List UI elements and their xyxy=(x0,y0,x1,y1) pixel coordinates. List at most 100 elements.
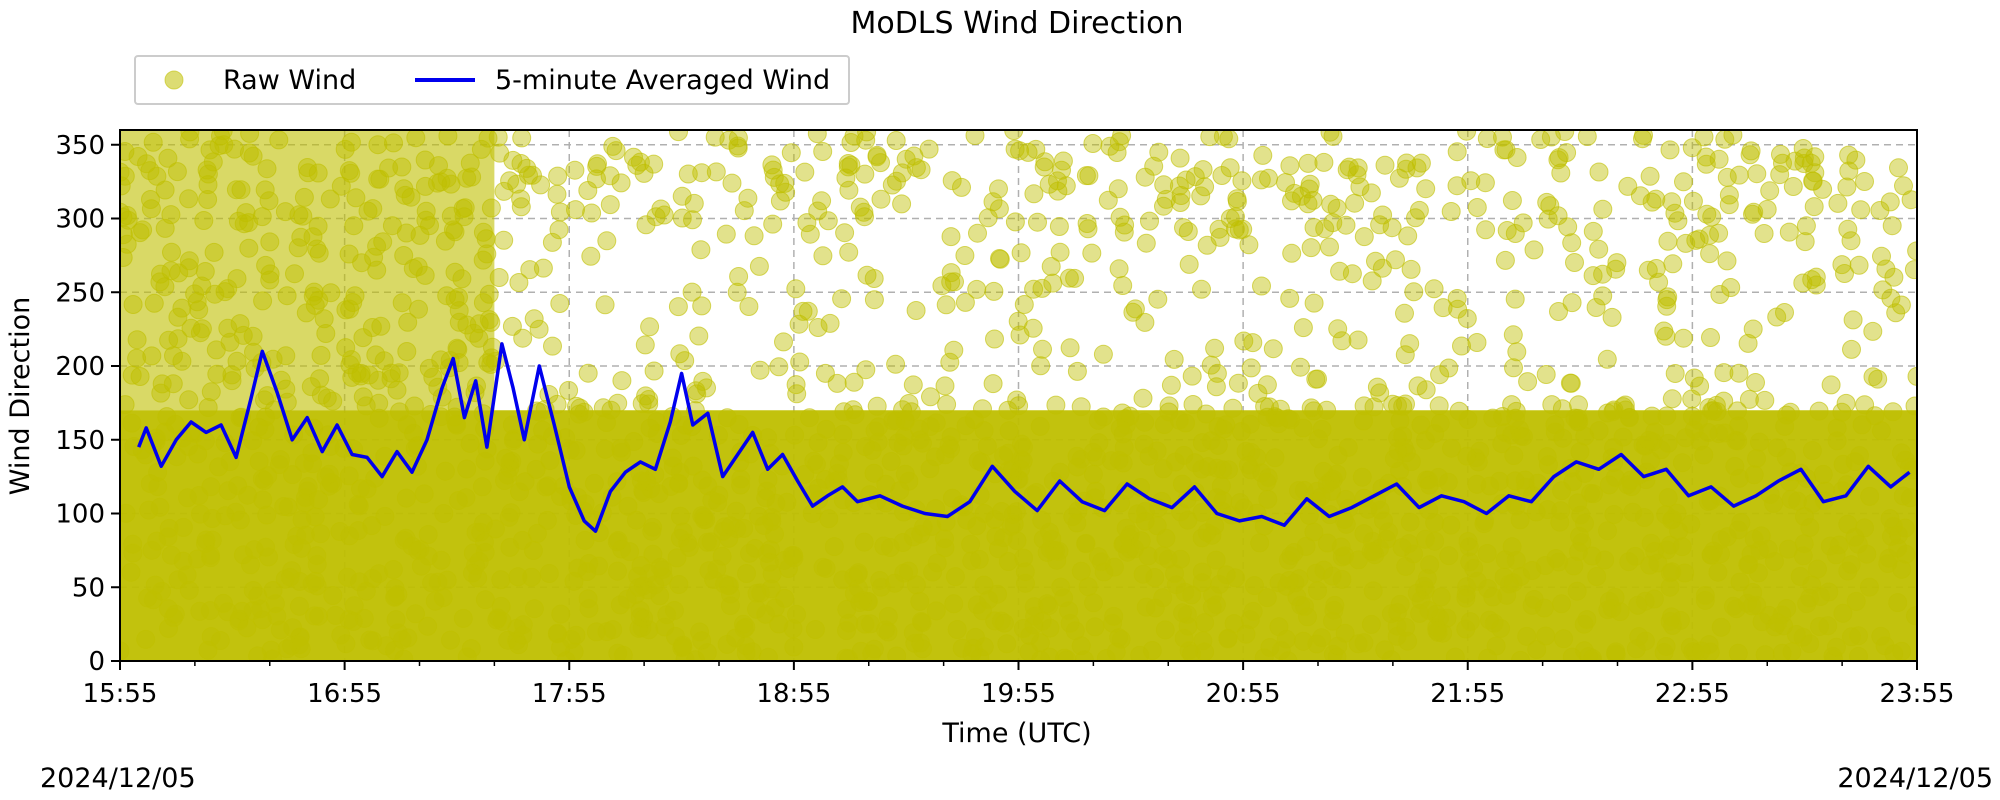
raw-wind-point xyxy=(190,601,210,621)
raw-wind-point xyxy=(238,485,258,505)
raw-wind-point xyxy=(1723,596,1743,616)
raw-wind-point xyxy=(1154,415,1174,434)
raw-wind-point xyxy=(649,484,669,504)
raw-wind-point xyxy=(1589,162,1609,182)
raw-wind-point xyxy=(1857,544,1877,564)
raw-wind-point xyxy=(1113,276,1133,295)
raw-wind-point xyxy=(570,398,590,418)
raw-wind-point xyxy=(1250,533,1270,553)
raw-wind-point xyxy=(1881,288,1901,308)
raw-wind-point xyxy=(1731,513,1751,532)
raw-wind-point xyxy=(233,545,253,565)
raw-wind-point xyxy=(650,557,670,577)
raw-wind-point xyxy=(706,162,726,182)
raw-wind-point xyxy=(1170,148,1190,168)
raw-wind-point xyxy=(173,517,193,537)
raw-wind-point xyxy=(1278,409,1298,429)
raw-wind-point xyxy=(316,467,336,487)
raw-wind-point xyxy=(1041,257,1061,276)
raw-wind-point xyxy=(756,604,776,624)
raw-wind-point xyxy=(528,434,548,454)
raw-wind-point xyxy=(644,154,664,174)
raw-wind-point xyxy=(1269,414,1289,434)
raw-wind-point xyxy=(259,191,279,211)
raw-wind-point xyxy=(1052,160,1071,180)
raw-wind-point xyxy=(955,292,975,312)
raw-wind-point xyxy=(736,643,756,661)
raw-wind-point xyxy=(760,552,780,572)
raw-wind-point xyxy=(1760,181,1780,201)
raw-wind-point xyxy=(1806,267,1826,287)
raw-wind-point xyxy=(640,317,660,337)
raw-wind-point xyxy=(1714,363,1734,383)
raw-wind-point xyxy=(1849,255,1869,275)
raw-wind-point xyxy=(462,167,482,187)
raw-wind-point xyxy=(239,238,259,258)
raw-wind-point xyxy=(578,589,598,609)
raw-wind-point xyxy=(364,247,384,267)
raw-wind-point xyxy=(392,293,412,313)
raw-wind-point xyxy=(595,439,615,459)
raw-wind-point xyxy=(1192,279,1211,299)
raw-wind-point xyxy=(305,507,325,527)
raw-wind-point xyxy=(181,318,201,338)
raw-wind-point xyxy=(1067,361,1087,381)
raw-wind-point xyxy=(1071,397,1091,417)
raw-wind-point xyxy=(1347,165,1367,185)
raw-wind-point xyxy=(669,575,689,594)
raw-wind-point xyxy=(550,294,570,313)
date-left: 2024/12/05 xyxy=(40,763,196,794)
raw-wind-point xyxy=(994,613,1014,633)
raw-wind-point xyxy=(1354,227,1374,247)
raw-wind-point xyxy=(309,490,329,510)
raw-wind-point xyxy=(1306,563,1326,583)
raw-wind-point xyxy=(1726,599,1746,619)
raw-wind-point xyxy=(973,399,992,419)
raw-wind-point xyxy=(876,474,896,494)
raw-wind-point xyxy=(631,471,651,491)
raw-wind-point xyxy=(654,205,674,225)
raw-wind-point xyxy=(705,130,725,147)
raw-wind-point xyxy=(1558,217,1578,237)
raw-wind-point xyxy=(1171,186,1191,205)
raw-wind-point xyxy=(500,458,520,478)
raw-wind-point xyxy=(864,290,884,310)
raw-wind-point xyxy=(1408,376,1428,396)
raw-wind-point xyxy=(303,454,322,474)
raw-wind-point xyxy=(834,402,854,422)
raw-wind-point xyxy=(635,335,655,355)
raw-wind-point xyxy=(396,488,416,508)
raw-wind-point xyxy=(192,319,212,339)
raw-wind-point xyxy=(356,581,376,601)
raw-wind-point xyxy=(1818,616,1838,636)
raw-wind-point xyxy=(1372,258,1392,278)
raw-wind-point xyxy=(765,524,784,544)
raw-wind-point xyxy=(579,598,599,618)
raw-wind-point xyxy=(1042,529,1062,549)
raw-wind-point xyxy=(832,289,852,309)
raw-wind-point xyxy=(1026,483,1046,502)
raw-wind-point xyxy=(222,371,242,391)
raw-wind-point xyxy=(944,594,964,614)
raw-wind-point xyxy=(447,338,467,358)
raw-wind-point xyxy=(1191,186,1211,206)
raw-wind-point xyxy=(240,130,260,143)
raw-wind-point xyxy=(1317,400,1337,420)
raw-wind-point xyxy=(1147,516,1167,536)
raw-wind-point xyxy=(425,591,445,611)
raw-wind-point xyxy=(1540,196,1560,216)
raw-wind-point xyxy=(1480,476,1500,496)
raw-wind-point xyxy=(887,646,907,661)
raw-wind-point xyxy=(512,130,532,148)
raw-wind-point xyxy=(341,163,361,183)
raw-wind-point xyxy=(564,571,584,591)
raw-wind-point xyxy=(445,262,465,282)
raw-wind-point xyxy=(138,588,158,608)
raw-wind-point xyxy=(1243,601,1263,621)
raw-wind-point xyxy=(1773,153,1792,173)
raw-wind-point xyxy=(341,132,361,152)
raw-wind-point xyxy=(177,565,197,585)
raw-wind-point xyxy=(1280,156,1300,176)
raw-wind-point xyxy=(672,186,692,206)
